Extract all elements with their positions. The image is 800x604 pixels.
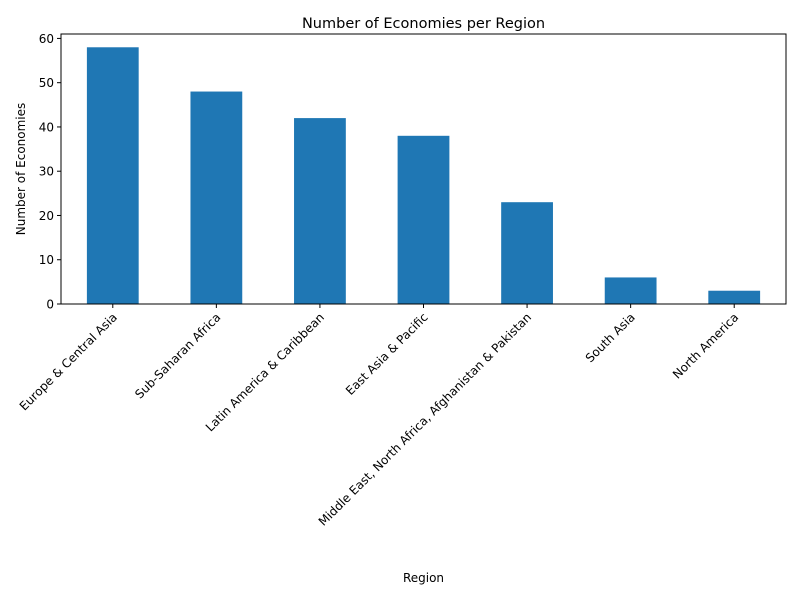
- y-tick-label: 10: [39, 253, 54, 267]
- bar-7: [708, 290, 761, 304]
- y-tick-label: 30: [39, 165, 54, 179]
- bar-6: [604, 277, 657, 304]
- plot-frame: [60, 33, 787, 305]
- bars-group: [86, 47, 761, 305]
- x-tick-label: Sub-Saharan Africa: [132, 310, 223, 401]
- x-tick-label: Latin America & Caribbean: [203, 310, 327, 434]
- y-tick-label: 0: [46, 298, 54, 312]
- y-tick-label: 40: [39, 120, 54, 134]
- bar-2: [190, 91, 243, 304]
- x-tick-label: Europe & Central Asia: [17, 310, 120, 413]
- x-axis-title: Region: [403, 571, 444, 585]
- bar-5: [501, 202, 553, 304]
- x-tick-label: North America: [670, 310, 741, 381]
- chart-title: Number of Economies per Region: [302, 16, 545, 32]
- y-axis: 0 10 20 30 40 50 60: [39, 32, 61, 312]
- x-tick-label: South Asia: [583, 310, 638, 365]
- bar-4: [397, 135, 450, 304]
- bar-3: [294, 118, 346, 304]
- x-tick-label: Middle East, North Africa, Afghanistan &…: [316, 310, 534, 528]
- x-tick-label: East Asia & Pacific: [343, 310, 431, 398]
- y-tick-label: 60: [39, 32, 54, 46]
- y-tick-label: 50: [39, 76, 54, 90]
- x-axis: Europe & Central Asia Sub-Saharan AfricaL…: [17, 304, 741, 529]
- y-axis-title: Number of Economies: [14, 103, 28, 236]
- bar-1: [86, 47, 139, 305]
- y-tick-label: 20: [39, 209, 54, 223]
